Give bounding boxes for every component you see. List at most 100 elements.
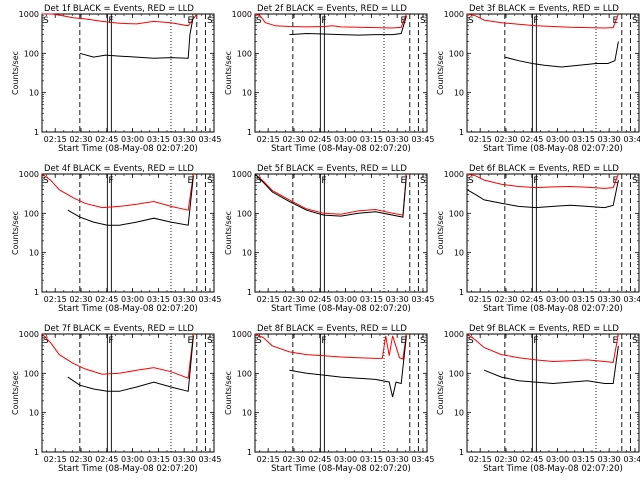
series-line-lld bbox=[466, 173, 619, 189]
marker-label: S bbox=[468, 336, 474, 346]
x-tick-label: 02:45 bbox=[308, 135, 331, 144]
marker-label: S bbox=[43, 336, 49, 346]
plot-frame bbox=[466, 13, 640, 133]
plot-frame bbox=[254, 13, 428, 133]
y-tick-label: 1 bbox=[459, 128, 464, 137]
x-tick-label: 02:45 bbox=[520, 135, 543, 144]
x-tick-label: 02:45 bbox=[308, 295, 331, 304]
plot-frame bbox=[41, 13, 215, 133]
y-axis-label: Counts/sec bbox=[11, 51, 20, 95]
y-tick-label: 100 bbox=[449, 369, 464, 378]
marker-label: S bbox=[256, 176, 262, 186]
marker-label: E bbox=[187, 16, 193, 26]
series-line-events bbox=[289, 15, 407, 36]
x-tick-label: 02:15 bbox=[469, 455, 492, 464]
x-tick-label: 02:30 bbox=[282, 295, 305, 304]
marker-label: F bbox=[321, 16, 326, 26]
marker-label: S bbox=[420, 176, 426, 186]
x-tick-label: 03:45 bbox=[623, 295, 640, 304]
x-tick-label: 03:00 bbox=[121, 295, 144, 304]
panel-title: Det 4f BLACK = Events, RED = LLD bbox=[44, 164, 194, 174]
y-tick-label: 10 bbox=[29, 409, 39, 418]
x-axis-label: Start Time (08-May-08 02:07:20) bbox=[483, 304, 623, 314]
x-tick-label: 03:45 bbox=[623, 135, 640, 144]
y-tick-label: 1 bbox=[247, 128, 252, 137]
y-tick-label: 10 bbox=[454, 409, 464, 418]
panel-det-3: Det 3f BLACK = Events, RED = LLD 1 10 100 10… bbox=[436, 4, 640, 154]
y-tick-label: 100 bbox=[237, 49, 252, 58]
plot-frame bbox=[466, 333, 640, 453]
series-line-events bbox=[67, 175, 194, 226]
x-tick-label: 03:00 bbox=[546, 295, 569, 304]
marker-label: F bbox=[321, 336, 326, 346]
x-tick-label: 02:45 bbox=[308, 455, 331, 464]
marker-label: S bbox=[468, 16, 474, 26]
marker-label: F bbox=[108, 16, 113, 26]
series-line-events bbox=[67, 335, 194, 392]
panel-det-5: Det 5f BLACK = Events, RED = LLD 1 10 100 10… bbox=[224, 164, 435, 314]
y-tick-label: 1000 bbox=[444, 170, 464, 179]
x-axis-label: Start Time (08-May-08 02:07:20) bbox=[58, 464, 198, 474]
panel-title: Det 5f BLACK = Events, RED = LLD bbox=[257, 164, 407, 174]
marker-label: E bbox=[400, 176, 406, 186]
x-tick-label: 02:15 bbox=[469, 135, 492, 144]
x-tick-label: 03:30 bbox=[173, 455, 196, 464]
series-line-lld bbox=[41, 333, 194, 379]
x-tick-label: 03:45 bbox=[198, 135, 221, 144]
x-tick-label: 03:30 bbox=[386, 135, 409, 144]
x-tick-label: 02:15 bbox=[44, 135, 67, 144]
marker-label: E bbox=[187, 336, 193, 346]
marker-label: F bbox=[533, 16, 538, 26]
panel-det-6: Det 6f BLACK = Events, RED = LLD 1 10 100 10… bbox=[436, 164, 640, 314]
y-axis-label: Counts/sec bbox=[224, 211, 233, 255]
marker-label: S bbox=[632, 16, 638, 26]
x-tick-label: 02:15 bbox=[44, 295, 67, 304]
y-tick-label: 1 bbox=[247, 448, 252, 457]
y-tick-label: 1000 bbox=[19, 330, 39, 339]
x-tick-label: 02:15 bbox=[44, 455, 67, 464]
y-tick-label: 10 bbox=[242, 249, 252, 258]
x-tick-label: 03:00 bbox=[121, 135, 144, 144]
x-tick-label: 02:15 bbox=[257, 295, 280, 304]
y-axis-label: Counts/sec bbox=[11, 371, 20, 415]
y-tick-label: 1000 bbox=[232, 330, 252, 339]
plot-frame bbox=[466, 173, 640, 293]
plot-frame bbox=[254, 173, 428, 293]
panel-title: Det 1f BLACK = Events, RED = LLD bbox=[44, 4, 194, 14]
y-tick-label: 1000 bbox=[444, 10, 464, 19]
x-tick-label: 03:00 bbox=[334, 455, 357, 464]
x-tick-label: 03:45 bbox=[198, 455, 221, 464]
x-tick-label: 03:30 bbox=[598, 455, 621, 464]
x-tick-label: 03:15 bbox=[147, 135, 170, 144]
panel-title: Det 7f BLACK = Events, RED = LLD bbox=[44, 324, 194, 334]
y-tick-label: 1000 bbox=[232, 10, 252, 19]
y-axis-label: Counts/sec bbox=[436, 211, 445, 255]
x-tick-label: 03:00 bbox=[121, 455, 144, 464]
x-axis-label: Start Time (08-May-08 02:07:20) bbox=[271, 144, 411, 154]
series-line-events bbox=[484, 345, 619, 385]
panel-det-1: Det 1f BLACK = Events, RED = LLD 1 10 100 10… bbox=[11, 4, 222, 154]
marker-label: S bbox=[207, 176, 213, 186]
x-tick-label: 03:15 bbox=[147, 455, 170, 464]
x-tick-label: 03:15 bbox=[147, 295, 170, 304]
x-tick-label: 03:15 bbox=[360, 295, 383, 304]
plot-frame bbox=[41, 173, 215, 293]
x-axis-label: Start Time (08-May-08 02:07:20) bbox=[58, 144, 198, 154]
x-tick-label: 02:45 bbox=[520, 455, 543, 464]
y-tick-label: 10 bbox=[29, 89, 39, 98]
x-tick-label: 02:45 bbox=[95, 135, 118, 144]
marker-label: S bbox=[632, 176, 638, 186]
x-tick-label: 03:30 bbox=[598, 295, 621, 304]
marker-label: F bbox=[533, 176, 538, 186]
x-axis-label: Start Time (08-May-08 02:07:20) bbox=[483, 144, 623, 154]
x-tick-label: 03:30 bbox=[386, 295, 409, 304]
x-tick-label: 03:30 bbox=[386, 455, 409, 464]
panel-title: Det 9f BLACK = Events, RED = LLD bbox=[469, 324, 619, 334]
panel-det-4: Det 4f BLACK = Events, RED = LLD 1 10 100 10… bbox=[11, 164, 222, 314]
marker-label: S bbox=[256, 336, 262, 346]
marker-label: S bbox=[207, 16, 213, 26]
y-tick-label: 1000 bbox=[19, 10, 39, 19]
x-tick-label: 03:00 bbox=[334, 135, 357, 144]
x-tick-label: 02:30 bbox=[494, 295, 517, 304]
